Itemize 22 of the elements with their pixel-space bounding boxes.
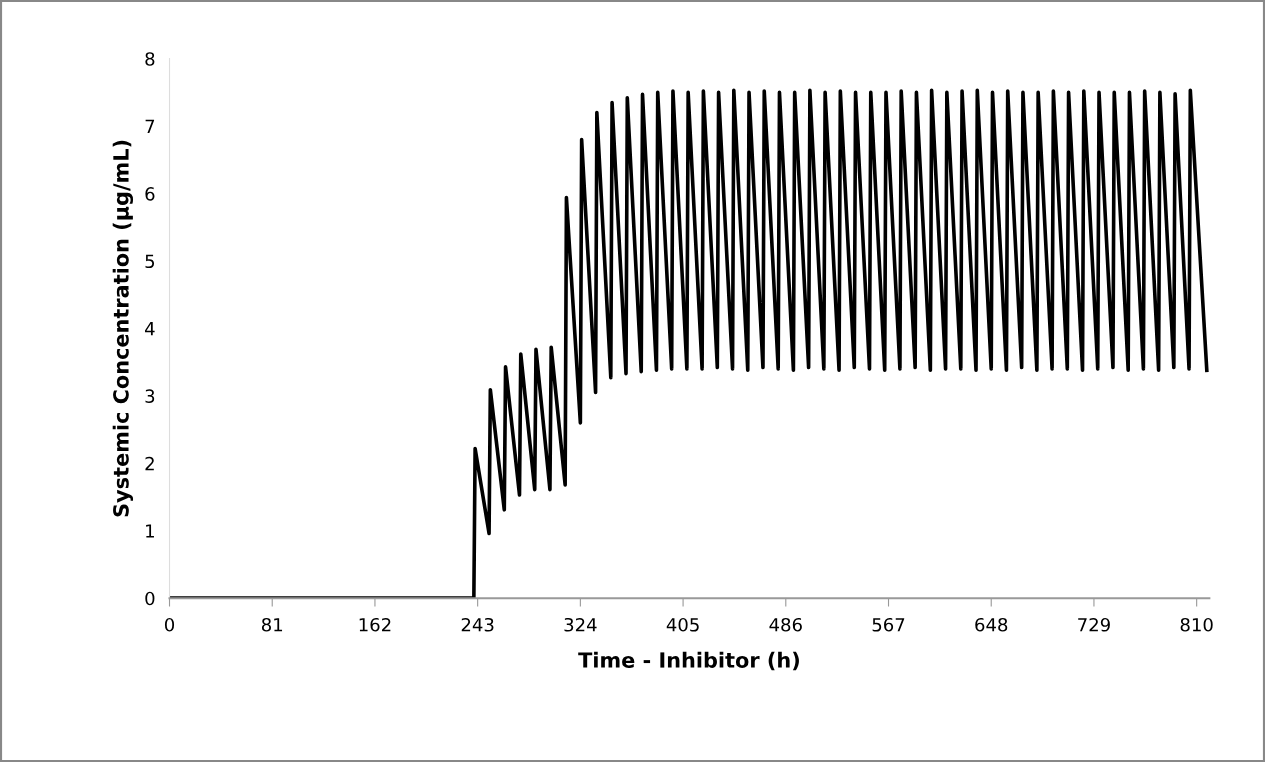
y-tick-label: 8	[145, 52, 155, 66]
x-tick-label: 729	[1078, 617, 1110, 632]
x-tick-label: 810	[1180, 617, 1213, 632]
x-tick-label: 162	[359, 617, 391, 632]
x-tick-label: 0	[164, 617, 175, 632]
y-tick-label: 1	[146, 524, 154, 538]
y-tick-label: 3	[145, 389, 155, 403]
y-tick-label: 4	[145, 322, 155, 336]
y-tick-label: 7	[145, 119, 155, 133]
x-tick-label: 81	[261, 617, 283, 632]
x-tick-label: 567	[872, 617, 905, 632]
y-tick-label: 0	[145, 591, 155, 606]
x-tick-label: 324	[564, 617, 597, 632]
x-tick-label: 243	[461, 617, 494, 632]
x-axis-title: Time - Inhibitor (h)	[578, 651, 799, 671]
x-tick-label: 648	[975, 617, 1008, 632]
y-axis-title: Systemic Concentration (µg/mL)	[112, 140, 134, 517]
y-tick-label: 6	[145, 187, 155, 201]
x-tick-label: 486	[769, 617, 802, 632]
x-tick-label: 405	[666, 617, 699, 632]
y-tick-label: 5	[145, 254, 155, 269]
y-tick-label: 2	[145, 456, 154, 471]
